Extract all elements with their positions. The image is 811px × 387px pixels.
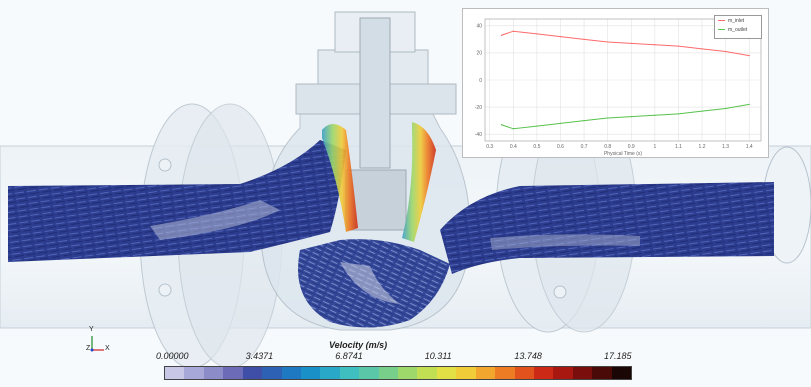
- plot-area: [484, 18, 762, 142]
- y-tick-label: 40: [476, 24, 482, 30]
- outlet-streamlines: [440, 182, 774, 274]
- y-tick-label: -20: [475, 105, 482, 111]
- data-point: [677, 113, 680, 115]
- triad-y-label: Y: [89, 326, 94, 333]
- colorbar-cell: [320, 367, 340, 379]
- x-tick-label: 1.1: [675, 144, 682, 150]
- triad-x-label: X: [105, 345, 110, 352]
- colorbar-cell: [339, 367, 360, 379]
- series-line-m_inlet: [501, 30, 750, 57]
- x-tick-label: 1.4: [746, 144, 753, 150]
- colorbar-cell: [165, 367, 185, 379]
- colorbar-cell: [398, 367, 418, 379]
- colorbar-cell: [203, 367, 224, 379]
- data-point: [607, 41, 609, 43]
- colorbar-cell: [456, 367, 476, 379]
- velocity-colorbar: Velocity (m/s) 0.00000 3.4371 6.8741 10.311…: [0, 336, 811, 387]
- data-point: [512, 30, 514, 32]
- colorbar-cell: [378, 367, 399, 379]
- high-velocity-jet-left: [322, 124, 358, 232]
- colorbar-tick-label: 10.311: [424, 351, 452, 361]
- colorbar-cell: [262, 367, 282, 379]
- series-line-m_outlet: [501, 103, 750, 130]
- colorbar-cell: [300, 367, 321, 379]
- colorbar-tick-label: 13.748: [514, 351, 542, 361]
- colorbar-cell: [592, 367, 612, 379]
- x-tick-label: 0.5: [533, 144, 540, 150]
- data-point: [536, 33, 538, 35]
- data-point: [536, 125, 538, 127]
- y-tick-label: -40: [475, 132, 482, 138]
- data-point: [583, 38, 585, 40]
- x-tick-label: 0.7: [581, 144, 588, 150]
- data-point: [677, 45, 680, 47]
- data-point: [630, 42, 632, 45]
- colorbar-cell: [184, 367, 204, 379]
- legend-label: m_inlet: [728, 17, 745, 24]
- colorbar-cell: [572, 367, 593, 379]
- data-point: [559, 36, 562, 38]
- triad-z-label: Z: [86, 345, 91, 352]
- data-point: [725, 107, 727, 110]
- data-point: [748, 55, 750, 57]
- colorbar-cell: [223, 367, 243, 379]
- colorbar-tick-label: 6.8741: [335, 351, 363, 361]
- data-point: [583, 120, 585, 122]
- valve-stem: [359, 17, 391, 169]
- data-point: [500, 124, 503, 126]
- colorbar-cell: [553, 367, 573, 379]
- x-tick-label: 1.3: [722, 144, 729, 150]
- monitor-plot-panel: 40 20 0 -20 -40 0.3 0.4 0.5 0.6 0.7 0.8 0.9 1 1.1 1.2 1…: [462, 8, 769, 158]
- x-tick-label: 0.3: [486, 144, 493, 150]
- x-tick-label: 0.9: [628, 144, 635, 150]
- plot-legend: m_inlet m_outlet: [714, 15, 762, 39]
- monitor-plot: 40 20 0 -20 -40 0.3 0.4 0.5 0.6 0.7 0.8 0.9 1 1.1 1.2 1…: [475, 18, 762, 157]
- data-point: [607, 117, 609, 119]
- data-point: [654, 114, 656, 116]
- colorbar-cell: [495, 367, 515, 379]
- y-tick-label: 0: [479, 78, 482, 84]
- x-tick-label: 1: [653, 144, 656, 150]
- x-tick-label: 0.4: [510, 144, 517, 150]
- colorbar-cell: [281, 367, 301, 379]
- x-tick-label: 1.2: [699, 144, 706, 150]
- data-point: [559, 122, 562, 124]
- colorbar-title: Velocity (m/s): [329, 340, 388, 350]
- data-point: [725, 50, 727, 53]
- colorbar-tick-label: 0.00000: [156, 351, 189, 361]
- data-point: [500, 34, 503, 36]
- axes-triad: Y Z X: [86, 326, 112, 356]
- colorbar-cell: [242, 367, 263, 379]
- legend-swatch: [718, 29, 725, 30]
- colorbar-cell: [475, 367, 496, 379]
- legend-swatch: [718, 20, 725, 21]
- legend-entry: m_outlet: [715, 25, 761, 34]
- high-velocity-jet-right: [402, 122, 436, 242]
- colorbar-gradient: [164, 366, 632, 380]
- x-tick-label: 0.8: [604, 144, 611, 150]
- x-tick-label: 0.6: [557, 144, 564, 150]
- y-tick-label: 20: [476, 51, 482, 57]
- data-point: [512, 128, 514, 130]
- colorbar-cell: [611, 367, 632, 379]
- x-axis-label: Physical Time (s): [604, 151, 642, 157]
- colorbar-cell: [514, 367, 535, 379]
- legend-label: m_outlet: [728, 26, 748, 33]
- colorbar-tick-label: 3.4371: [245, 351, 274, 361]
- inlet-streamlines: [8, 140, 346, 262]
- colorbar-cell: [534, 367, 554, 379]
- data-point: [701, 48, 703, 50]
- colorbar-cell: [436, 367, 457, 379]
- data-point: [701, 110, 703, 112]
- data-point: [654, 44, 656, 46]
- data-point: [630, 116, 632, 118]
- legend-entry: m_inlet: [715, 16, 761, 25]
- colorbar-cell: [417, 367, 437, 379]
- data-point: [748, 103, 750, 105]
- colorbar-cell: [359, 367, 379, 379]
- colorbar-tick-label: 17.185: [604, 351, 632, 361]
